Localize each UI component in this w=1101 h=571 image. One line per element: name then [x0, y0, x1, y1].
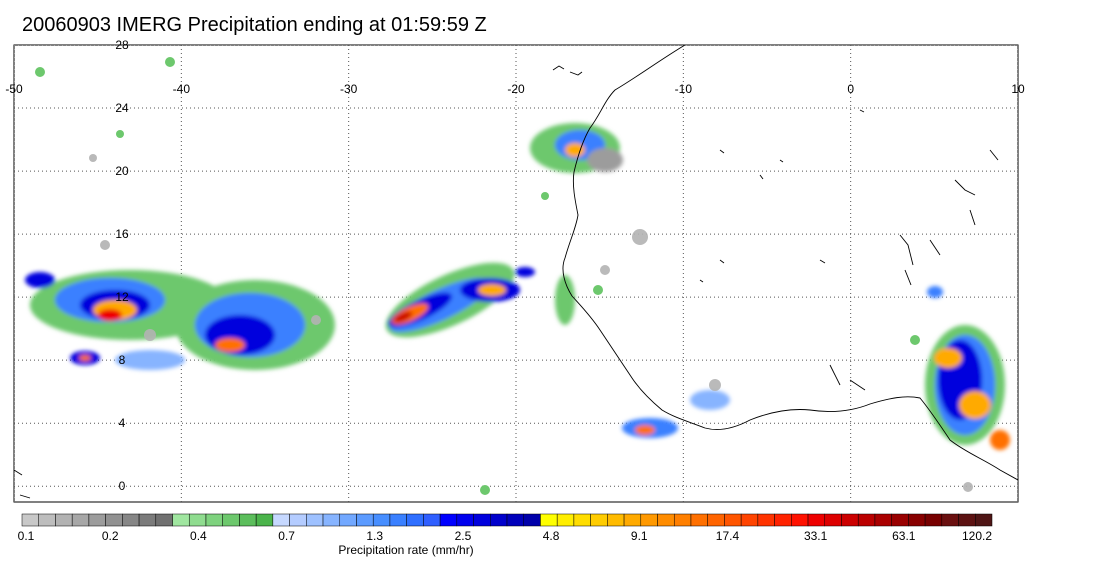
colorbar-swatch: [640, 513, 658, 527]
colorbar-swatch: [272, 513, 290, 527]
colorbar-swatch: [540, 513, 558, 527]
latitude-tick-label: 28: [115, 38, 129, 52]
colorbar-swatch: [372, 513, 391, 527]
longitude-tick-label: 10: [1011, 82, 1025, 96]
colorbar-swatch: [205, 513, 223, 527]
coastline: [14, 45, 1018, 499]
colorbar-swatch: [71, 513, 90, 527]
longitude-labels: -50 -40 -30 -20 -10 0 10: [5, 82, 1025, 96]
colorbar-swatch: [222, 513, 240, 527]
colorbar-swatch: [757, 513, 775, 527]
colorbar-swatch: [824, 513, 842, 527]
colorbar-tick-label: 33.1: [804, 529, 828, 543]
colorbar-swatch: [105, 513, 123, 527]
colorbar: [21, 513, 993, 527]
gridlines: [14, 45, 1018, 502]
longitude-tick-label: -30: [340, 82, 358, 96]
latitude-tick-label: 4: [119, 416, 126, 430]
colorbar-swatch: [590, 513, 608, 527]
colorbar-swatch: [857, 513, 876, 527]
colorbar-swatch: [556, 513, 575, 527]
latitude-tick-label: 12: [115, 290, 129, 304]
latitude-labels: 28 24 20 16 12 8 4 0: [115, 38, 129, 493]
latitude-tick-label: 8: [119, 353, 126, 367]
colorbar-swatch: [172, 513, 190, 527]
latitude-tick-label: 0: [119, 479, 126, 493]
colorbar-swatch: [456, 513, 474, 527]
colorbar-swatch: [975, 513, 993, 527]
colorbar-tick-label: 0.4: [190, 529, 207, 543]
colorbar-swatch: [55, 513, 73, 527]
colorbar-swatch: [406, 513, 424, 527]
colorbar-swatch: [138, 513, 157, 527]
colorbar-swatch: [356, 513, 374, 527]
colorbar-tick-label: 0.7: [278, 529, 295, 543]
colorbar-swatch: [690, 513, 708, 527]
colorbar-tick-label: 9.1: [631, 529, 648, 543]
colorbar-swatch: [473, 513, 491, 527]
colorbar-tick-label: 120.2: [962, 529, 992, 543]
colorbar-swatch: [306, 513, 324, 527]
colorbar-tick-labels: 0.1 0.2 0.4 0.7 1.3 2.5 4.8 9.1 17.4 33.1 63.1 120.…: [18, 529, 993, 543]
colorbar-tick-label: 4.8: [543, 529, 560, 543]
colorbar-swatch: [774, 513, 792, 527]
latitude-tick-label: 20: [115, 164, 129, 178]
colorbar-swatch: [122, 513, 140, 527]
colorbar-swatch: [255, 513, 274, 527]
colorbar-swatch: [924, 513, 943, 527]
colorbar-tick-label: 1.3: [366, 529, 383, 543]
colorbar-swatch: [740, 513, 759, 527]
latitude-tick-label: 24: [115, 101, 129, 115]
colorbar-tick-label: 0.1: [18, 529, 35, 543]
colorbar-swatch: [908, 513, 926, 527]
colorbar-swatch: [423, 513, 441, 527]
colorbar-swatch: [724, 513, 742, 527]
colorbar-swatch: [21, 513, 39, 527]
colorbar-swatch: [506, 513, 524, 527]
colorbar-swatch: [841, 513, 859, 527]
colorbar-swatch: [791, 513, 809, 527]
colorbar-swatch: [623, 513, 642, 527]
colorbar-swatch: [673, 513, 692, 527]
colorbar-swatch: [188, 513, 207, 527]
map-title: 20060903 IMERG Precipitation ending at 0…: [22, 14, 487, 36]
colorbar-tick-label: 2.5: [455, 529, 472, 543]
colorbar-swatch: [239, 513, 257, 527]
longitude-tick-label: -20: [507, 82, 525, 96]
colorbar-swatch: [573, 513, 591, 527]
colorbar-swatch: [88, 513, 106, 527]
colorbar-swatch: [941, 513, 959, 527]
colorbar-swatch: [289, 513, 307, 527]
colorbar-swatch: [490, 513, 508, 527]
colorbar-swatch: [707, 513, 725, 527]
latitude-tick-label: 16: [115, 227, 129, 241]
colorbar-swatch: [523, 513, 541, 527]
colorbar-swatch: [607, 513, 625, 527]
colorbar-swatch: [155, 513, 173, 527]
precipitation-field: [25, 57, 1010, 495]
longitude-tick-label: -10: [675, 82, 693, 96]
colorbar-tick-label: 0.2: [102, 529, 119, 543]
colorbar-swatch: [322, 513, 341, 527]
colorbar-title: Precipitation rate (mm/hr): [338, 543, 473, 557]
colorbar-tick-label: 63.1: [892, 529, 916, 543]
longitude-tick-label: -40: [173, 82, 191, 96]
colorbar-tick-label: 17.4: [716, 529, 740, 543]
longitude-tick-label: -50: [5, 82, 23, 96]
colorbar-swatch: [891, 513, 909, 527]
colorbar-swatch: [958, 513, 976, 527]
colorbar-swatch: [439, 513, 458, 527]
longitude-tick-label: 0: [847, 82, 854, 96]
colorbar-swatch: [807, 513, 826, 527]
colorbar-swatch: [657, 513, 675, 527]
colorbar-swatch: [339, 513, 357, 527]
colorbar-swatch: [389, 513, 407, 527]
colorbar-swatch: [874, 513, 892, 527]
colorbar-swatch: [38, 513, 56, 527]
